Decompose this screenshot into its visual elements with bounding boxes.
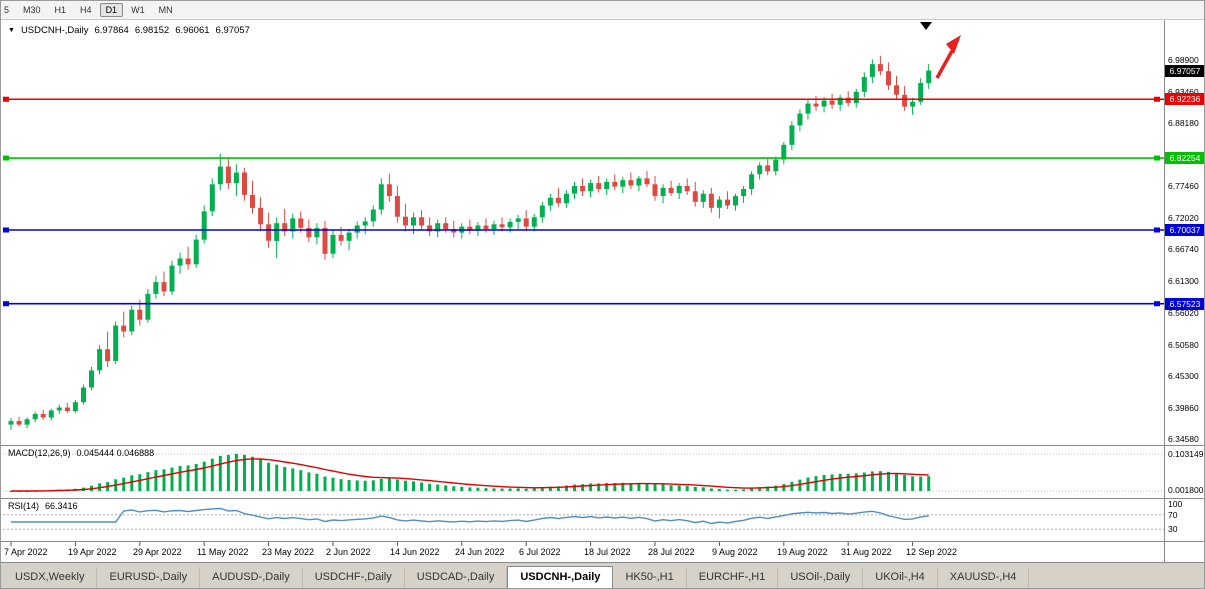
timeframe-button-h4[interactable]: H4	[80, 5, 92, 15]
hline-handle-left[interactable]	[3, 155, 9, 161]
candles-group	[8, 55, 932, 430]
timeframe-button-d1[interactable]: D1	[99, 3, 124, 17]
timeframe-toolbar: 5 M30 H1 H4 D1 W1 MN	[1, 1, 1204, 20]
hline-handle-right[interactable]	[1154, 301, 1160, 307]
timeframe-button-w1[interactable]: W1	[131, 5, 145, 15]
price-chart-canvas[interactable]	[1, 1, 1205, 564]
chart-tab-usdcnh--daily[interactable]: USDCNH-,Daily	[507, 566, 614, 588]
hline-handle-left[interactable]	[3, 227, 9, 233]
chart-tab-audusd--daily[interactable]: AUDUSD-,Daily	[200, 567, 303, 588]
chart-tab-hk50--h1[interactable]: HK50-,H1	[613, 567, 687, 588]
chart-tabs-bar: USDX,Weekly EURUSD-,Daily AUDUSD-,Daily USD…	[1, 562, 1204, 588]
macd-histogram	[9, 454, 931, 492]
timeframe-button-m30[interactable]: M30	[23, 5, 41, 15]
trend-arrow-head-icon[interactable]	[946, 35, 961, 54]
timeframe-button-mn[interactable]: MN	[158, 5, 173, 15]
hline-handle-left[interactable]	[3, 96, 9, 102]
chart-tab-xauusd--h4[interactable]: XAUUSD-,H4	[938, 567, 1030, 588]
timeframe-button-h1[interactable]: H1	[54, 5, 67, 15]
chart-tab-ukoil--h4[interactable]: UKOil-,H4	[863, 567, 938, 588]
chart-tab-usdcad--daily[interactable]: USDCAD-,Daily	[405, 567, 508, 588]
chart-tab-usoil--daily[interactable]: USOil-,Daily	[778, 567, 864, 588]
hline-handle-right[interactable]	[1154, 227, 1160, 233]
chart-tab-eurchf--h1[interactable]: EURCHF-,H1	[687, 567, 779, 588]
chart-tab-usdchf--daily[interactable]: USDCHF-,Daily	[303, 567, 405, 588]
hline-handle-right[interactable]	[1154, 155, 1160, 161]
chart-tab-eurusd--daily[interactable]: EURUSD-,Daily	[97, 567, 201, 588]
trend-arrow-shaft[interactable]	[935, 50, 954, 79]
chart-tab-usdx-weekly[interactable]: USDX,Weekly	[3, 567, 98, 588]
down-triangle-marker[interactable]	[920, 22, 932, 30]
rsi-line	[11, 507, 929, 525]
hline-handle-left[interactable]	[3, 301, 9, 307]
macd-signal-line	[11, 458, 929, 492]
timeframe-button-5[interactable]: 5	[4, 5, 10, 15]
hline-handle-right[interactable]	[1154, 96, 1160, 102]
